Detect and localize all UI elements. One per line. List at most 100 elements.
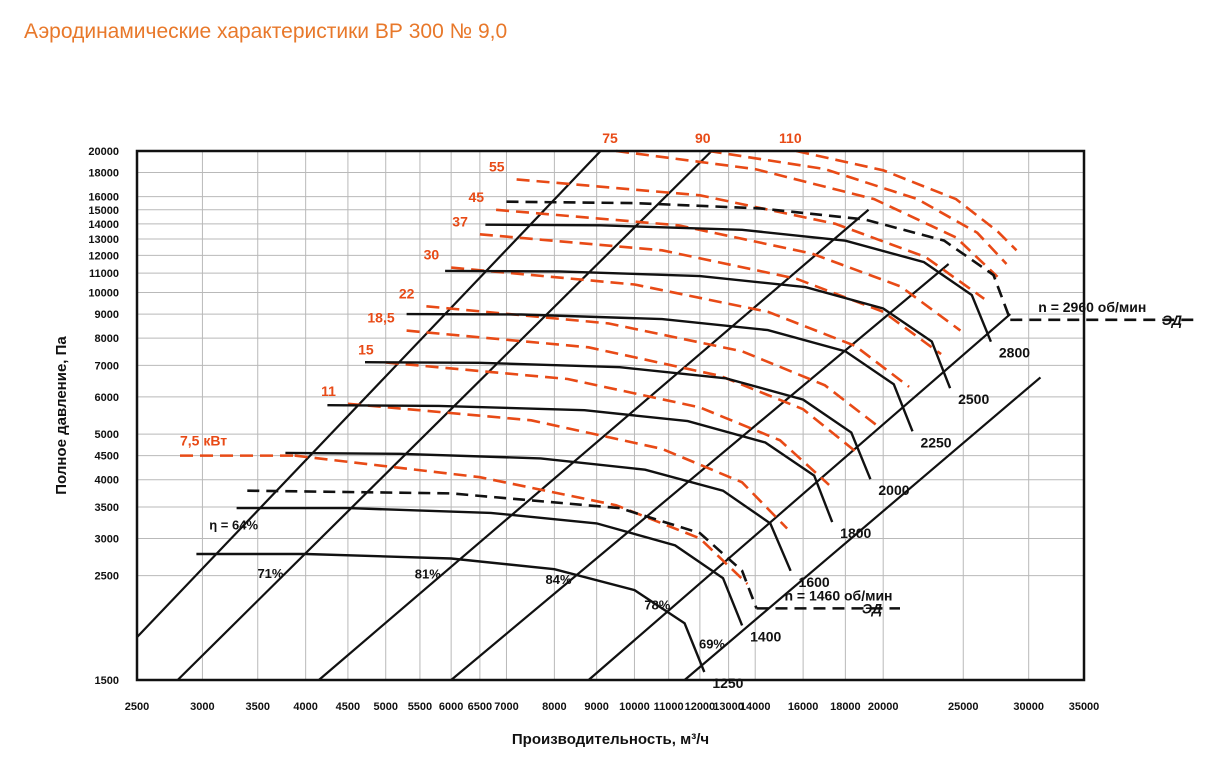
x-tick-label: 35000 [1069, 701, 1100, 713]
x-tick-label: 2500 [125, 701, 149, 713]
power-label: 22 [399, 285, 415, 301]
efficiency-label: 84% [546, 572, 572, 587]
speed-curves [196, 223, 993, 673]
y-tick-label: 5000 [95, 429, 119, 441]
x-tick-label: 3000 [190, 701, 214, 713]
power-curve [708, 149, 1008, 265]
x-tick-label: 20000 [868, 701, 899, 713]
motor-suffix-label: ЭД [1162, 312, 1182, 328]
y-tick-label: 13000 [88, 234, 119, 246]
efficiency-line [450, 263, 950, 681]
speed-curve [327, 404, 834, 523]
efficiency-line [176, 150, 713, 681]
page-title: Аэродинамические характеристики ВР 300 №… [24, 20, 508, 43]
efficiency-label: 81% [415, 567, 441, 582]
x-tick-label: 9000 [584, 701, 608, 713]
x-tick-label: 6500 [468, 701, 492, 713]
speed-curve [364, 361, 872, 480]
y-tick-label: 15000 [88, 205, 119, 217]
motor-limit-curve [506, 200, 1012, 321]
x-tick-label: 25000 [948, 701, 979, 713]
efficiency-line [587, 313, 1011, 681]
efficiency-line [683, 376, 1042, 681]
x-axis-label: Производительность, м³/ч [512, 731, 709, 748]
y-tick-label: 4500 [95, 451, 119, 463]
motor-limit-label: n = 2960 об/мин [1038, 299, 1146, 315]
power-label: 18,5 [367, 310, 394, 326]
y-tick-label: 20000 [88, 146, 119, 158]
x-tick-label: 18000 [830, 701, 861, 713]
speed-curve [236, 506, 744, 626]
motor-limit-curve [247, 489, 758, 609]
power-label: 110 [779, 130, 802, 146]
power-curve [406, 329, 857, 453]
power-curve [796, 149, 1018, 252]
y-tick-label: 3500 [95, 502, 119, 514]
power-label: 55 [489, 158, 505, 174]
motor-suffix-label: ЭД [862, 600, 882, 616]
x-tick-label: 12000 [685, 701, 716, 713]
power-label: 15 [358, 342, 374, 358]
y-tick-label: 18000 [88, 168, 119, 180]
rpm-label: 2000 [878, 482, 909, 498]
y-tick-label: 2500 [95, 571, 119, 583]
y-tick-label: 8000 [95, 333, 119, 345]
power-label: 7,5 кВт [180, 433, 227, 449]
y-tick-label: 7000 [95, 360, 119, 372]
power-curve [294, 454, 749, 585]
speed-curve [406, 312, 914, 432]
y-tick-label: 3000 [95, 533, 119, 545]
y-tick-label: 1500 [95, 675, 119, 687]
x-tick-label: 13000 [713, 701, 744, 713]
x-tick-label: 6000 [439, 701, 463, 713]
x-tick-label: 10000 [619, 701, 650, 713]
rpm-label: 1800 [840, 525, 871, 541]
plot-frame [135, 149, 1086, 682]
power-curves [180, 149, 1018, 585]
y-tick-label: 6000 [95, 392, 119, 404]
power-curve [426, 305, 879, 428]
efficiency-label: 78% [644, 597, 670, 612]
efficiency-line [136, 150, 602, 638]
x-tick-label: 14000 [740, 701, 771, 713]
power-label: 75 [602, 130, 618, 146]
rpm-label: 2800 [999, 345, 1030, 361]
grid-lines [137, 151, 1084, 680]
power-label: 11 [321, 383, 336, 399]
speed-curve [285, 451, 792, 572]
power-curve [479, 233, 942, 356]
power-curve [385, 361, 830, 486]
y-tick-label: 11000 [89, 268, 119, 280]
y-tick-labels: 1500 2500 3000 3500 4000 4500 5000 6000 7000 8000… [88, 146, 119, 687]
power-curve [451, 266, 910, 388]
x-tick-label: 5000 [373, 701, 397, 713]
x-tick-label: 11000 [654, 701, 684, 713]
rpm-label: 1250 [712, 675, 743, 691]
rpm-label: 1600 [799, 574, 830, 590]
y-axis-label: Полное давление, Па [53, 336, 70, 495]
y-tick-label: 16000 [88, 192, 119, 204]
y-tick-label: 9000 [95, 309, 119, 321]
y-tick-label: 12000 [88, 250, 119, 262]
efficiency-lines [136, 150, 1042, 681]
power-label: 30 [424, 247, 440, 263]
efficiency-line [318, 208, 870, 681]
rpm-label: 1400 [750, 628, 781, 644]
y-tick-label: 10000 [88, 288, 119, 300]
x-tick-label: 8000 [542, 701, 566, 713]
x-tick-label: 4500 [336, 701, 360, 713]
x-tick-label: 16000 [788, 701, 819, 713]
x-tick-label: 3500 [245, 701, 269, 713]
efficiency-label: 71% [257, 566, 283, 581]
efficiency-label: 69% [699, 637, 725, 652]
power-label: 45 [468, 189, 484, 205]
power-curve [495, 208, 962, 332]
x-tick-labels: 2500 3000 3500 4000 4500 5000 5500 6000 6500 7000… [125, 701, 1100, 713]
efficiency-label: η = 64% [209, 517, 258, 532]
motor-limit-label: n = 1460 об/мин [784, 587, 892, 603]
power-label: 90 [695, 130, 711, 146]
speed-curve [196, 552, 706, 673]
x-tick-label: 7000 [494, 701, 518, 713]
motor-limit-curves [247, 200, 1200, 610]
